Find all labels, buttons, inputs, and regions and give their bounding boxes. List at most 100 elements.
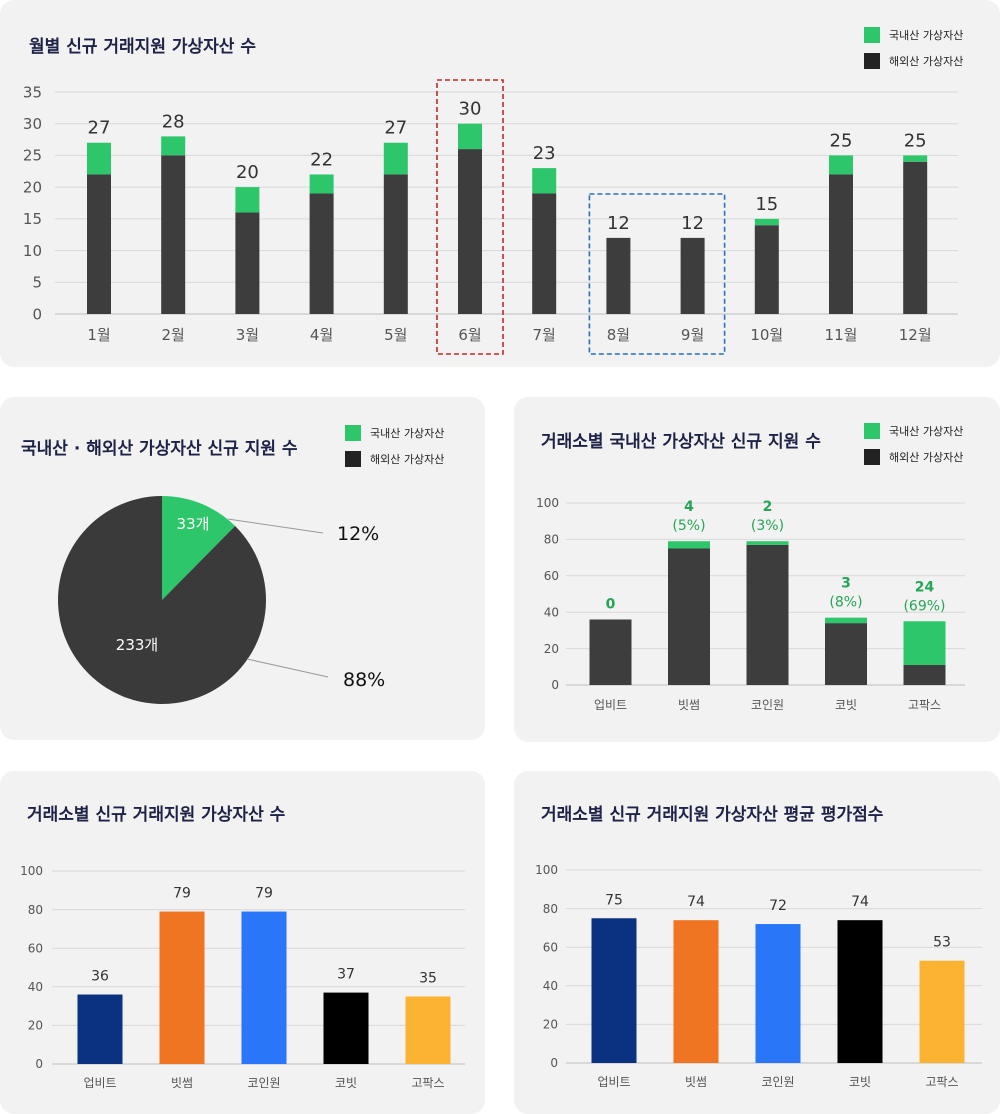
y-tick-label: 100 [20, 864, 43, 878]
bar-overseas [235, 212, 260, 314]
bar-domestic [309, 174, 334, 194]
x-tick-label: 8월 [607, 326, 630, 344]
bar [159, 911, 205, 1064]
y-tick-label: 10 [23, 242, 42, 260]
highlight-box-aug-sep [588, 193, 726, 355]
monthly-chart-title: 월별 신규 거래지원 가상자산 수 [29, 37, 256, 57]
y-tick-label: 60 [543, 940, 558, 954]
bar [77, 994, 123, 1064]
y-tick-label: 20 [544, 642, 559, 656]
exchange-domestic-legend: 국내산 가상자산 해외산 가상자산 [864, 423, 963, 475]
y-tick-label: 0 [35, 1057, 43, 1071]
x-tick-label: 업비트 [597, 1075, 630, 1089]
bar-total-label: 23 [533, 143, 556, 164]
bar-total-label: 28 [162, 111, 185, 132]
x-tick-label: 1월 [87, 326, 110, 344]
exchange-score-panel: 거래소별 신규 거래지원 가상자산 평균 평가점수 0 20 40 60 80 100 75… [514, 771, 1000, 1114]
y-tick-label: 0 [551, 678, 559, 692]
monthly-chart-panel: 월별 신규 거래지원 가상자산 수 국내산 가상자산 해외산 가상자산 0 5 10… [0, 0, 1000, 367]
bar-total-label: 30 [459, 99, 482, 120]
pie-label-domestic: 33개 [177, 515, 210, 533]
exchange-domestic-panel: 거래소별 국내산 가상자산 신규 지원 수 국내산 가상자산 해외산 가상자산 … [514, 397, 1000, 742]
exchange-score-title: 거래소별 신규 거래지원 가상자산 평균 평가점수 [541, 805, 884, 825]
legend-label-overseas: 해외산 가상자산 [889, 55, 964, 68]
y-tick-label: 15 [23, 210, 42, 228]
x-tick-label: 코빗 [849, 1075, 871, 1089]
pie-legend: 국내산 가상자산 해외산 가상자산 [345, 425, 444, 477]
x-tick-label: 고팍스 [411, 1076, 444, 1090]
x-tick-label: 12월 [899, 326, 932, 344]
exchange-total-panel: 거래소별 신규 거래지원 가상자산 수 0 20 40 60 80 100 36 업비트 79 빗… [0, 771, 485, 1114]
bar-domestic-count-label: 2 [763, 499, 773, 515]
x-tick-label: 3월 [236, 326, 259, 344]
y-tick-label: 60 [28, 941, 43, 955]
bar-total-label: 22 [310, 149, 333, 170]
bar-value-label: 79 [255, 886, 273, 902]
bar-total-label: 27 [384, 118, 407, 139]
x-tick-label: 7월 [533, 326, 556, 344]
y-tick-label: 40 [544, 605, 559, 619]
y-tick-label: 35 [23, 83, 42, 101]
x-tick-label: 빗썸 [685, 1075, 707, 1089]
x-tick-label: 고팍스 [925, 1075, 958, 1089]
bar-total-label: 27 [88, 118, 111, 139]
bar-overseas [309, 193, 334, 314]
bar-domestic [383, 142, 408, 175]
pie-leader-line-overseas [246, 658, 329, 678]
legend-label-domestic: 국내산 가상자산 [889, 425, 964, 438]
bar-value-label: 35 [419, 970, 437, 986]
pie-leader-line-domestic [227, 518, 324, 534]
legend-swatch-domestic [864, 27, 880, 43]
x-tick-label: 빗썸 [678, 698, 700, 712]
exchange-domestic-bar-chart: 0 20 40 60 80 100 0 업비트 4 (5%) 빗썸 2 (3%) 코인원 3 (8%) 코빗 24… [536, 496, 965, 712]
x-tick-label: 업비트 [83, 1076, 116, 1090]
x-tick-label: 코인원 [751, 698, 784, 712]
legend-swatch-overseas [345, 451, 361, 467]
y-tick-label: 30 [23, 115, 42, 133]
bar [755, 924, 801, 1063]
y-tick-label: 5 [32, 274, 42, 292]
legend-label-overseas: 해외산 가상자산 [889, 451, 964, 464]
x-tick-label: 9월 [681, 326, 704, 344]
exchange-score-bar-chart: 0 20 40 60 80 100 75 업비트 74 빗썸 72 코인원 74 코빗 53 고팍스 [535, 863, 982, 1089]
bar-domestic [235, 187, 260, 213]
legend-item-domestic: 국내산 가상자산 [345, 425, 444, 441]
bar-domestic-count-label: 3 [841, 576, 851, 592]
bar-value-label: 79 [173, 886, 191, 902]
y-tick-label: 80 [544, 533, 559, 547]
bar-domestic-percent-label: (5%) [672, 518, 705, 534]
x-tick-label: 5월 [384, 326, 407, 344]
bar-domestic [532, 168, 557, 194]
legend-swatch-overseas [864, 449, 880, 465]
bar-domestic [668, 541, 710, 549]
bar-domestic-count-label: 4 [684, 499, 694, 515]
bar-domestic [458, 123, 482, 150]
x-tick-label: 코인원 [247, 1076, 280, 1090]
bar-domestic-percent-label: (3%) [751, 518, 784, 534]
bar-domestic-count-label: 24 [915, 579, 935, 595]
bar-overseas [161, 155, 186, 314]
bar-overseas [458, 149, 482, 314]
y-tick-label: 20 [23, 178, 42, 196]
bar-domestic [903, 621, 946, 665]
bar-overseas [589, 619, 632, 685]
bar-domestic [754, 218, 779, 226]
legend-swatch-domestic [345, 425, 361, 441]
bar [241, 911, 287, 1064]
bar-domestic [825, 617, 867, 624]
pie-chart: 33개 233개 12% 88% [58, 496, 385, 704]
pie-label-overseas: 233개 [116, 636, 158, 654]
pie-slice-overseas [58, 496, 267, 704]
bar-overseas [383, 174, 408, 314]
legend-swatch-overseas [864, 53, 880, 69]
bar-domestic-percent-label: (69%) [903, 598, 945, 614]
bar-total-label: 20 [236, 162, 259, 183]
y-tick-label: 20 [543, 1018, 558, 1032]
bar-overseas [87, 174, 111, 314]
bar-value-label: 72 [769, 898, 787, 914]
bar-value-label: 37 [337, 967, 355, 983]
pie-slice-domestic [162, 496, 236, 600]
bar-value-label: 75 [605, 892, 623, 908]
y-tick-label: 40 [28, 980, 43, 994]
bar-overseas [903, 161, 928, 314]
